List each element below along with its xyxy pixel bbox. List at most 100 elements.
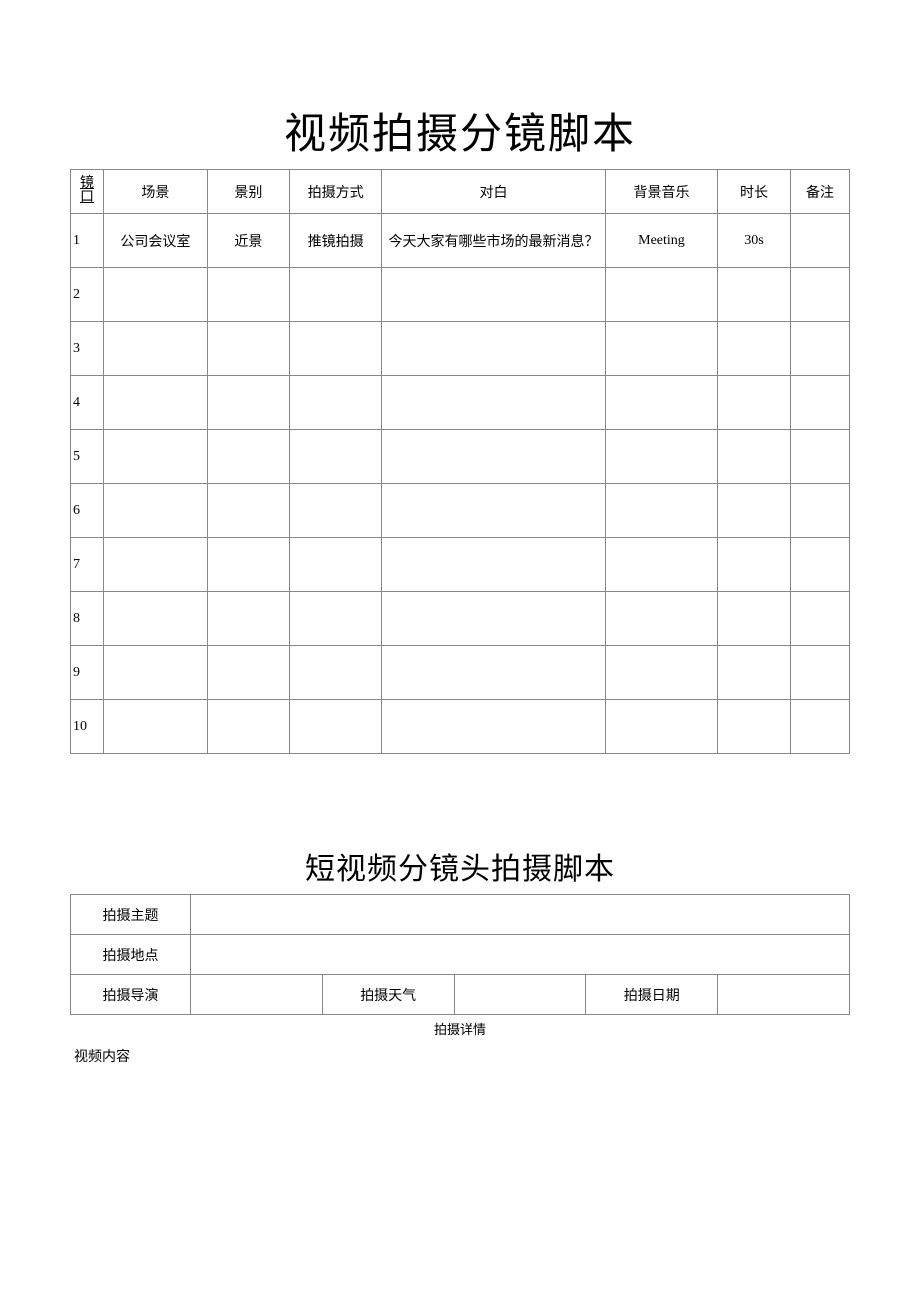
cell-shot-type: 近景 <box>207 214 289 268</box>
video-content-label: 视频内容 <box>70 1046 850 1066</box>
cell-duration <box>717 484 790 538</box>
table-row: 9 <box>71 646 850 700</box>
meta-table: 拍摄主题 拍摄地点 拍摄导演 拍摄天气 拍摄日期 <box>70 894 850 1015</box>
cell-dialogue <box>382 484 606 538</box>
cell-scene <box>103 376 207 430</box>
cell-method <box>290 538 382 592</box>
col-dialogue: 对白 <box>382 170 606 214</box>
cell-scene <box>103 646 207 700</box>
cell-bgm: Meeting <box>606 214 718 268</box>
cell-shot-type <box>207 322 289 376</box>
cell-idx: 8 <box>71 592 104 646</box>
cell-remark <box>791 592 850 646</box>
cell-duration <box>717 376 790 430</box>
cell-dialogue <box>382 646 606 700</box>
meta-value-location <box>191 935 850 975</box>
cell-scene <box>103 538 207 592</box>
cell-bgm <box>606 646 718 700</box>
cell-bgm <box>606 430 718 484</box>
table-row: 2 <box>71 268 850 322</box>
main-title: 视频拍摄分镜脚本 <box>70 100 850 161</box>
cell-duration <box>717 592 790 646</box>
cell-idx: 10 <box>71 700 104 754</box>
cell-bgm <box>606 376 718 430</box>
cell-remark <box>791 538 850 592</box>
cell-shot-type <box>207 268 289 322</box>
cell-duration <box>717 430 790 484</box>
cell-method <box>290 268 382 322</box>
col-method: 拍摄方式 <box>290 170 382 214</box>
table-row: 1公司会议室近景推镜拍摄今天大家有哪些市场的最新消息？Meeting30s <box>71 214 850 268</box>
table-row: 10 <box>71 700 850 754</box>
cell-idx: 4 <box>71 376 104 430</box>
cell-duration <box>717 646 790 700</box>
cell-idx: 9 <box>71 646 104 700</box>
cell-remark <box>791 484 850 538</box>
table-row: 4 <box>71 376 850 430</box>
cell-dialogue <box>382 430 606 484</box>
cell-idx: 3 <box>71 322 104 376</box>
cell-bgm <box>606 268 718 322</box>
cell-remark <box>791 430 850 484</box>
cell-method <box>290 484 382 538</box>
cell-dialogue <box>382 538 606 592</box>
cell-bgm <box>606 700 718 754</box>
page: 视频拍摄分镜脚本 镜口 场景 景别 拍摄方式 对白 背景音乐 时长 备注 1公司… <box>0 0 920 1106</box>
cell-scene <box>103 322 207 376</box>
cell-scene: 公司会议室 <box>103 214 207 268</box>
cell-method <box>290 322 382 376</box>
cell-duration <box>717 322 790 376</box>
cell-shot-type <box>207 430 289 484</box>
cell-scene <box>103 592 207 646</box>
meta-label-weather: 拍摄天气 <box>322 975 454 1015</box>
cell-bgm <box>606 592 718 646</box>
col-duration: 时长 <box>717 170 790 214</box>
cell-method <box>290 646 382 700</box>
storyboard-table: 镜口 场景 景别 拍摄方式 对白 背景音乐 时长 备注 1公司会议室近景推镜拍摄… <box>70 169 850 754</box>
col-remark: 备注 <box>791 170 850 214</box>
meta-label-date: 拍摄日期 <box>586 975 718 1015</box>
cell-bgm <box>606 322 718 376</box>
cell-dialogue <box>382 700 606 754</box>
cell-bgm <box>606 538 718 592</box>
cell-dialogue <box>382 268 606 322</box>
cell-duration <box>717 268 790 322</box>
meta-label-location: 拍摄地点 <box>71 935 191 975</box>
cell-method <box>290 592 382 646</box>
meta-row-subject: 拍摄主题 <box>71 895 850 935</box>
col-shot: 镜口 <box>71 170 104 214</box>
cell-remark <box>791 376 850 430</box>
col-bgm: 背景音乐 <box>606 170 718 214</box>
cell-scene <box>103 700 207 754</box>
table-row: 8 <box>71 592 850 646</box>
cell-scene <box>103 268 207 322</box>
detail-header: 拍摄详情 <box>70 1019 850 1038</box>
col-shot-type: 景别 <box>207 170 289 214</box>
cell-scene <box>103 430 207 484</box>
cell-dialogue <box>382 376 606 430</box>
cell-bgm <box>606 484 718 538</box>
meta-value-director <box>191 975 323 1015</box>
cell-scene <box>103 484 207 538</box>
table-row: 3 <box>71 322 850 376</box>
cell-remark <box>791 268 850 322</box>
cell-shot-type <box>207 538 289 592</box>
cell-method <box>290 376 382 430</box>
meta-value-subject <box>191 895 850 935</box>
storyboard-header-row: 镜口 场景 景别 拍摄方式 对白 背景音乐 时长 备注 <box>71 170 850 214</box>
table-row: 7 <box>71 538 850 592</box>
table-row: 5 <box>71 430 850 484</box>
cell-shot-type <box>207 646 289 700</box>
cell-remark <box>791 214 850 268</box>
cell-duration <box>717 700 790 754</box>
cell-shot-type <box>207 700 289 754</box>
cell-duration: 30s <box>717 214 790 268</box>
meta-row-director: 拍摄导演 拍摄天气 拍摄日期 <box>71 975 850 1015</box>
meta-value-date <box>718 975 850 1015</box>
cell-idx: 6 <box>71 484 104 538</box>
meta-row-location: 拍摄地点 <box>71 935 850 975</box>
table-row: 6 <box>71 484 850 538</box>
cell-shot-type <box>207 592 289 646</box>
cell-dialogue: 今天大家有哪些市场的最新消息？ <box>382 214 606 268</box>
cell-method <box>290 700 382 754</box>
